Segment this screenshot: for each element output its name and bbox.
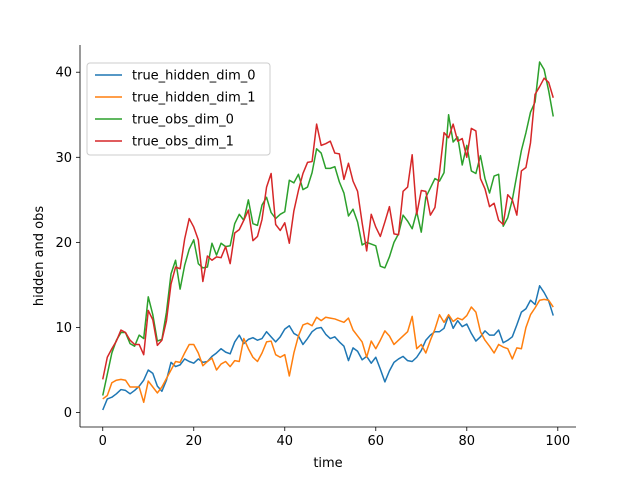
x-tick-label: 100 [545, 434, 570, 449]
y-tick-label: 10 [55, 321, 72, 336]
series-lines [102, 61, 554, 411]
x-tick-label: 80 [459, 434, 476, 449]
y-axis-ticks: 0 10 20 30 40 [55, 66, 80, 421]
x-tick-label: 60 [368, 434, 385, 449]
series-line-true-obs-dim-1 [102, 77, 554, 380]
series-line-true-hidden-dim-0 [102, 285, 554, 411]
y-tick-label: 0 [64, 406, 72, 421]
x-tick-label: 40 [276, 434, 293, 449]
x-axis-label: time [313, 456, 342, 471]
legend-label-true-obs-dim-1: true_obs_dim_1 [132, 135, 234, 150]
x-tick-label: 0 [99, 434, 107, 449]
y-tick-label: 40 [55, 66, 72, 81]
x-tick-label: 20 [185, 434, 202, 449]
y-tick-label: 20 [55, 236, 72, 251]
legend-frame [86, 62, 271, 156]
y-axis-label: hidden and obs [32, 206, 47, 307]
legend: true_hidden_dim_0 true_hidden_dim_1 true_o… [86, 62, 271, 156]
series-line-true-hidden-dim-1 [102, 298, 554, 404]
legend-label-true-hidden-dim-0: true_hidden_dim_0 [132, 69, 256, 84]
legend-label-true-hidden-dim-1: true_hidden_dim_1 [132, 91, 256, 106]
x-axis-ticks: 0 20 40 60 80 100 [99, 427, 570, 449]
series-line-true-obs-dim-0 [102, 61, 554, 396]
legend-label-true-obs-dim-0: true_obs_dim_0 [132, 113, 234, 128]
y-tick-label: 30 [55, 151, 72, 166]
